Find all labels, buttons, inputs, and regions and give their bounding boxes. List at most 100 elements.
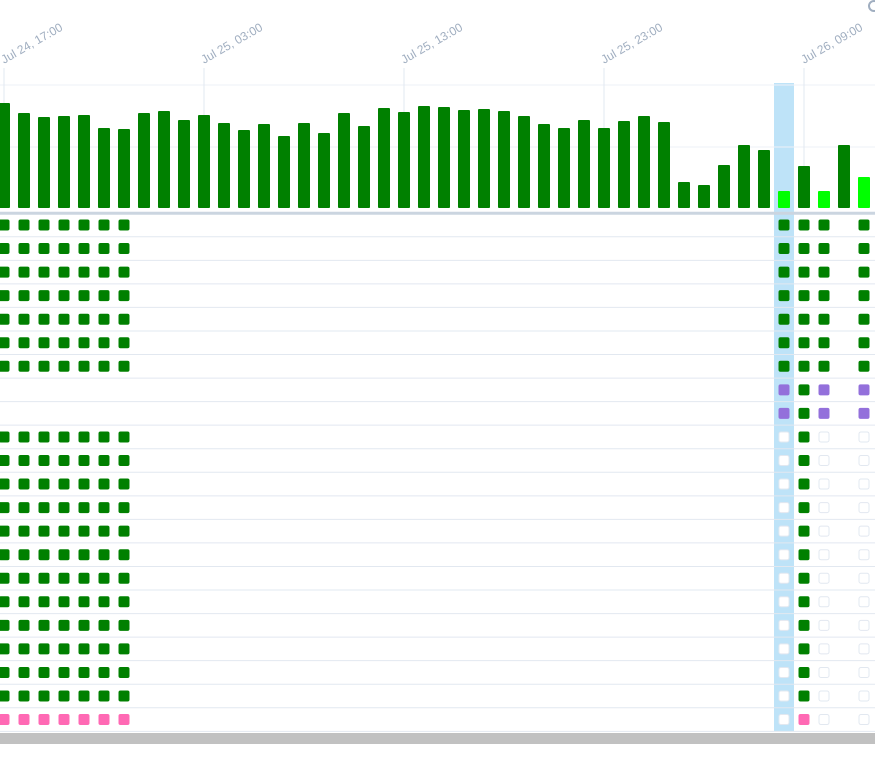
task-instance[interactable] <box>58 714 70 726</box>
task-instance[interactable] <box>58 455 70 466</box>
run-bar[interactable] <box>558 128 570 208</box>
task-instance[interactable] <box>778 455 790 466</box>
task-instance[interactable] <box>818 431 830 443</box>
task-instance[interactable] <box>778 407 790 419</box>
run-bar[interactable] <box>398 112 410 208</box>
task-instance[interactable] <box>858 690 870 702</box>
task-instance[interactable] <box>818 478 830 490</box>
run-bar[interactable] <box>218 123 230 208</box>
task-instance[interactable] <box>818 384 830 396</box>
task-instance[interactable] <box>98 243 110 255</box>
task-instance[interactable] <box>818 313 830 325</box>
task-instance[interactable] <box>858 596 870 608</box>
run-bar[interactable] <box>38 117 50 208</box>
run-bar[interactable] <box>518 116 530 208</box>
task-instance[interactable] <box>0 619 10 631</box>
task-instance[interactable] <box>78 619 90 631</box>
task-instance[interactable] <box>118 525 130 537</box>
run-bar[interactable] <box>378 108 390 208</box>
task-instance[interactable] <box>0 478 10 490</box>
task-instance[interactable] <box>18 690 30 702</box>
task-instance[interactable] <box>18 313 30 325</box>
task-instance[interactable] <box>778 596 790 608</box>
task-instance[interactable] <box>798 572 810 584</box>
task-instance[interactable] <box>818 337 830 349</box>
task-instance[interactable] <box>118 549 130 561</box>
run-bar[interactable] <box>858 177 870 208</box>
task-instance[interactable] <box>778 572 790 584</box>
task-instance[interactable] <box>38 337 50 349</box>
task-instance[interactable] <box>818 266 830 278</box>
task-instance[interactable] <box>58 643 70 655</box>
run-bar[interactable] <box>418 106 430 208</box>
task-instance[interactable] <box>858 431 870 443</box>
task-instance[interactable] <box>78 337 90 349</box>
task-instance[interactable] <box>78 690 90 702</box>
run-bar[interactable] <box>118 129 130 208</box>
run-bar[interactable] <box>718 165 730 208</box>
task-instance[interactable] <box>58 525 70 537</box>
task-instance[interactable] <box>18 714 30 726</box>
task-instance[interactable] <box>0 455 10 466</box>
task-instance[interactable] <box>0 219 10 231</box>
task-instance[interactable] <box>858 266 870 278</box>
task-instance[interactable] <box>778 643 790 655</box>
task-instance[interactable] <box>818 502 830 514</box>
task-instance[interactable] <box>38 313 50 325</box>
task-instance[interactable] <box>98 360 110 372</box>
task-instance[interactable] <box>778 525 790 537</box>
task-instance[interactable] <box>0 714 10 726</box>
task-instance[interactable] <box>778 690 790 702</box>
task-instance[interactable] <box>18 243 30 255</box>
task-instance[interactable] <box>118 572 130 584</box>
task-instance[interactable] <box>118 690 130 702</box>
run-bar[interactable] <box>298 123 310 208</box>
run-bar[interactable] <box>598 128 610 208</box>
task-instance[interactable] <box>118 596 130 608</box>
task-instance[interactable] <box>858 643 870 655</box>
task-instance[interactable] <box>798 690 810 702</box>
task-instance[interactable] <box>98 690 110 702</box>
task-instance[interactable] <box>818 619 830 631</box>
task-instance[interactable] <box>58 690 70 702</box>
task-instance[interactable] <box>18 549 30 561</box>
task-instance[interactable] <box>78 478 90 490</box>
task-instance[interactable] <box>38 478 50 490</box>
task-instance[interactable] <box>778 666 790 678</box>
task-instance[interactable] <box>78 360 90 372</box>
task-instance[interactable] <box>58 360 70 372</box>
run-bar[interactable] <box>638 116 650 208</box>
task-instance[interactable] <box>818 572 830 584</box>
run-bar[interactable] <box>658 122 670 208</box>
task-instance[interactable] <box>98 596 110 608</box>
run-bar[interactable] <box>278 136 290 208</box>
task-instance[interactable] <box>858 455 870 466</box>
run-bar[interactable] <box>18 113 30 208</box>
task-instance[interactable] <box>798 714 810 726</box>
task-instance[interactable] <box>118 360 130 372</box>
task-instance[interactable] <box>98 431 110 443</box>
task-instance[interactable] <box>38 666 50 678</box>
task-instance[interactable] <box>798 407 810 419</box>
run-bar[interactable] <box>178 120 190 208</box>
task-instance[interactable] <box>778 714 790 726</box>
task-instance[interactable] <box>78 455 90 466</box>
task-instance[interactable] <box>0 572 10 584</box>
task-instance[interactable] <box>858 714 870 726</box>
task-instance[interactable] <box>0 690 10 702</box>
task-instance[interactable] <box>858 619 870 631</box>
task-instance[interactable] <box>98 525 110 537</box>
task-instance[interactable] <box>798 643 810 655</box>
task-instance[interactable] <box>98 266 110 278</box>
task-instance[interactable] <box>818 643 830 655</box>
task-instance[interactable] <box>798 666 810 678</box>
task-instance[interactable] <box>858 407 870 419</box>
task-instance[interactable] <box>798 337 810 349</box>
task-instance[interactable] <box>18 525 30 537</box>
task-instance[interactable] <box>858 666 870 678</box>
run-bar[interactable] <box>818 191 830 208</box>
run-bar[interactable] <box>158 111 170 208</box>
run-bar[interactable] <box>738 145 750 208</box>
task-instance[interactable] <box>0 290 10 302</box>
task-instance[interactable] <box>818 290 830 302</box>
